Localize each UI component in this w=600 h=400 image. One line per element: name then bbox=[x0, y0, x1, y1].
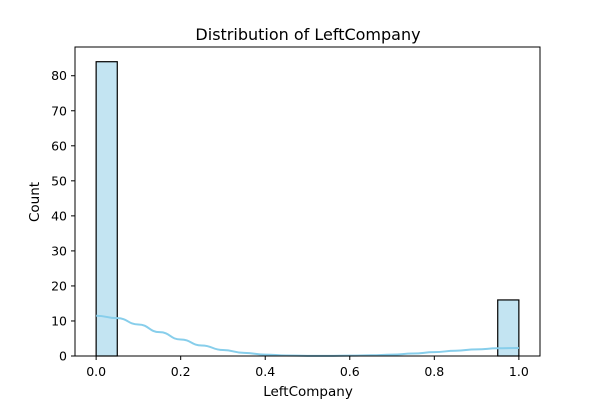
histogram-bar bbox=[95, 61, 118, 357]
x-tick-label: 0.2 bbox=[171, 364, 191, 379]
x-tick-label: 0.6 bbox=[340, 364, 360, 379]
x-tick-label: 0.0 bbox=[86, 364, 106, 379]
y-tick-label: 50 bbox=[51, 173, 67, 188]
kde-line bbox=[96, 314, 519, 357]
y-tick-label: 40 bbox=[51, 208, 67, 223]
x-tick-label: 1.0 bbox=[509, 364, 529, 379]
y-tick-label: 20 bbox=[51, 278, 67, 293]
x-tick-label: 0.4 bbox=[255, 364, 275, 379]
chart-title: Distribution of LeftCompany bbox=[195, 25, 420, 44]
y-tick-label: 10 bbox=[51, 313, 67, 328]
y-tick-label: 60 bbox=[51, 138, 67, 153]
x-tick-label: 0.8 bbox=[424, 364, 444, 379]
y-tick-label: 70 bbox=[51, 103, 67, 118]
plot-area: 0.0 0.2 0.4 0.6 0.8 1.0 0 10 20 30 40 50 60 70 80 bbox=[51, 46, 541, 379]
y-tick-label: 0 bbox=[59, 349, 67, 364]
plot-frame bbox=[74, 46, 541, 357]
y-axis-label: Count bbox=[27, 182, 43, 222]
x-axis-label: LeftCompany bbox=[263, 384, 353, 400]
y-tick-label: 80 bbox=[51, 68, 67, 83]
y-tick-label: 30 bbox=[51, 243, 67, 258]
